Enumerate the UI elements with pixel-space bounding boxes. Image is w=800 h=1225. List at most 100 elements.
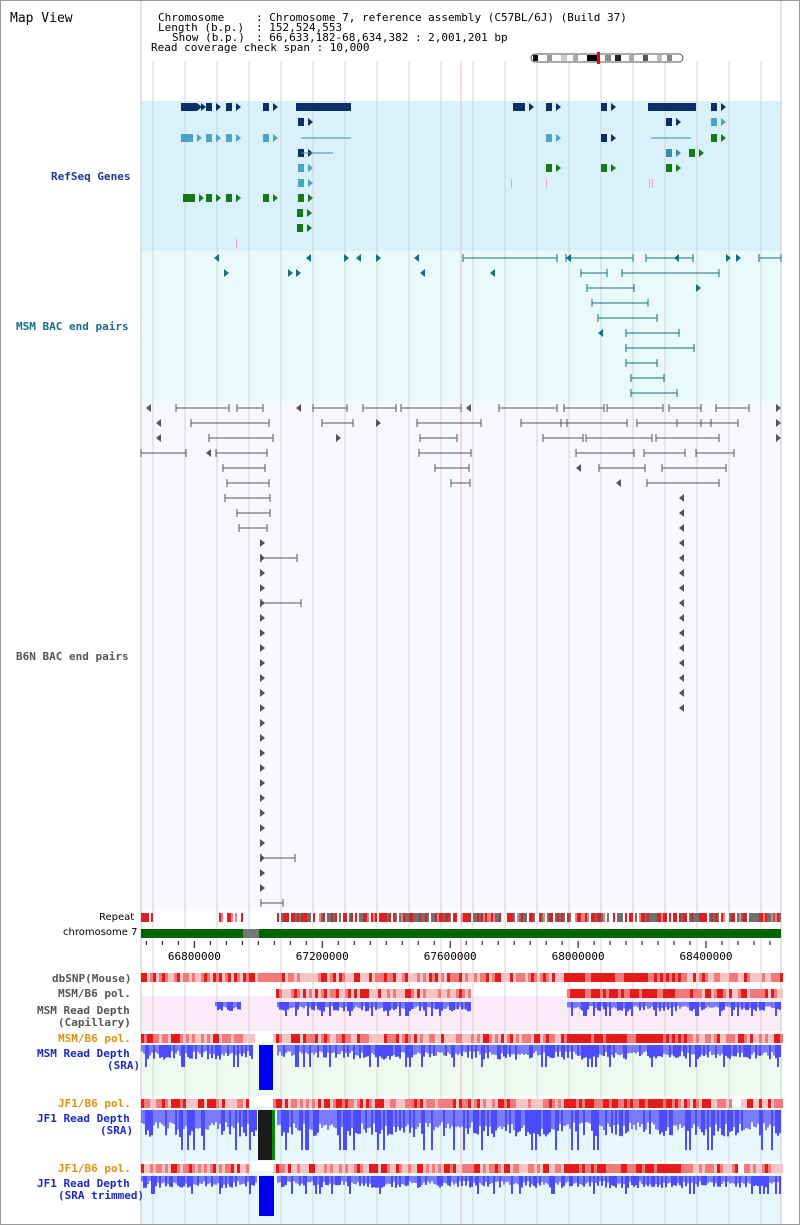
jf1-pol-heat — [702, 1099, 705, 1108]
dbsnp-heat — [516, 973, 519, 982]
gene-body — [296, 103, 351, 111]
jf1-sra-depth — [457, 1110, 459, 1127]
jf1-pol-heat — [585, 1099, 588, 1108]
track-label-msm-depth-cap-1[interactable]: MSM Read Depth — [37, 1004, 130, 1017]
track-label-refseq[interactable]: RefSeq Genes — [51, 170, 131, 183]
msm-capillary-depth — [461, 1002, 463, 1010]
msm-sra-depth — [317, 1045, 319, 1058]
msm-pol-heat — [435, 989, 438, 998]
repeat-segment — [497, 913, 499, 922]
jf1-trim-depth — [473, 1176, 475, 1183]
jf1-pol-heat — [369, 1099, 372, 1108]
jf1-trim-depth — [757, 1176, 759, 1187]
jf1-trim-depth — [363, 1176, 365, 1186]
jf1-sra-depth — [425, 1110, 427, 1123]
msm-capillary-depth — [455, 1002, 457, 1009]
msm-pol-heat — [741, 989, 744, 998]
jf1-trim-depth — [401, 1176, 403, 1185]
repeat-segment — [699, 913, 701, 922]
msm-pol-heat — [723, 1034, 726, 1043]
msm-sra-depth — [151, 1045, 153, 1053]
jf1-sra-depth — [441, 1110, 443, 1123]
track-label-jf1-pol-1[interactable]: JF1/B6 pol. — [58, 1097, 131, 1110]
ideogram-marker — [597, 52, 600, 64]
jf1-pol-heat — [531, 1099, 534, 1108]
jf1-pol-heat — [696, 1164, 699, 1173]
dbsnp-heat — [660, 973, 663, 982]
repeat-segment — [365, 913, 367, 922]
jf1-trim-depth — [379, 1176, 381, 1194]
jf1-sra-depth — [165, 1110, 167, 1136]
jf1-trim-depth — [369, 1176, 371, 1184]
jf1-trim-depth — [411, 1176, 413, 1184]
msm-capillary-depth — [701, 1002, 703, 1011]
repeat-segment — [685, 913, 687, 922]
jf1-trim-depth — [685, 1176, 687, 1187]
track-label-msm-pol-2[interactable]: MSM/B6 pol. — [58, 1032, 131, 1045]
track-label-jf1-depth-sra-1[interactable]: JF1 Read Depth — [37, 1112, 130, 1125]
track-label-msm-pol-1[interactable]: MSM/B6 pol. — [58, 987, 131, 1000]
jf1-sra-depth — [221, 1110, 223, 1135]
dbsnp-heat — [168, 973, 171, 982]
gene-exon — [298, 164, 304, 172]
track-label-jf1-depth-trim-1[interactable]: JF1 Read Depth — [37, 1177, 130, 1190]
msm-pol-heat — [237, 1034, 240, 1043]
msm-capillary-depth — [409, 1002, 411, 1011]
msm-pol-heat — [603, 989, 606, 998]
jf1-trim-depth — [663, 1176, 665, 1183]
msm-sra-depth — [717, 1045, 719, 1055]
dbsnp-heat — [762, 973, 765, 982]
msm-pol-heat — [777, 989, 780, 998]
msm-pol-heat — [468, 989, 471, 998]
jf1-trim-depth — [755, 1176, 757, 1186]
jf1-sra-depth — [685, 1110, 687, 1150]
jf1-pol-heat — [447, 1099, 450, 1108]
msm-sra-depth — [379, 1045, 381, 1057]
msm-sra-depth — [583, 1045, 585, 1058]
msm-capillary-depth — [755, 1002, 757, 1012]
repeat-segment — [645, 913, 647, 922]
dbsnp-heat — [561, 973, 564, 982]
track-label-msm-depth-sra-2: (SRA) — [107, 1059, 141, 1072]
msm-sra-depth — [589, 1045, 591, 1059]
b6n-bac-end-icon — [679, 509, 684, 517]
jf1-pol-heat — [444, 1164, 447, 1173]
jf1-trim-depth — [627, 1176, 629, 1188]
jf1-pol-heat — [576, 1099, 579, 1108]
msm-capillary-depth — [451, 1002, 453, 1012]
jf1-trim-depth — [403, 1176, 405, 1185]
track-label-dbsnp[interactable]: dbSNP(Mouse) — [52, 972, 132, 985]
track-label-jf1-pol-2[interactable]: JF1/B6 pol. — [58, 1162, 131, 1175]
msm-capillary-depth — [615, 1002, 617, 1009]
jf1-sra-depth — [467, 1110, 469, 1135]
msm-pol-heat — [402, 1034, 405, 1043]
msm-sra-depth — [667, 1045, 669, 1056]
track-label-b6n-bac[interactable]: B6N BAC end pairs — [16, 650, 129, 663]
msm-pol-heat — [303, 989, 306, 998]
repeat-segment — [403, 913, 405, 922]
msm-capillary-depth — [313, 1002, 315, 1011]
jf1-sra-depth — [591, 1110, 593, 1131]
jf1-sra-depth — [225, 1110, 227, 1123]
msm-pol-heat — [360, 989, 363, 998]
msm-pol-heat — [699, 989, 702, 998]
msm-sra-depth — [325, 1045, 327, 1058]
msm-sra-depth — [603, 1045, 605, 1057]
repeat-segment — [411, 913, 413, 922]
msm-capillary-depth — [633, 1002, 635, 1007]
repeat-segment — [511, 913, 513, 922]
ideogram-band — [667, 55, 672, 61]
jf1-pol-heat — [774, 1099, 777, 1108]
msm-pol-heat — [159, 1034, 162, 1043]
jf1-pol-heat — [564, 1099, 567, 1108]
track-label-msm-depth-sra-1[interactable]: MSM Read Depth — [37, 1047, 130, 1060]
gene-exon — [546, 103, 552, 111]
repeat-segment — [425, 913, 427, 922]
jf1-trim-depth — [607, 1176, 609, 1183]
msm-pol-heat — [597, 989, 600, 998]
msm-pol-heat — [735, 1034, 738, 1043]
track-label-msm-bac[interactable]: MSM BAC end pairs — [16, 320, 129, 333]
dbsnp-heat — [639, 973, 642, 982]
jf1-trim-depth — [609, 1176, 611, 1189]
track-label-msm-depth-cap-2: (Capillary) — [58, 1016, 131, 1029]
